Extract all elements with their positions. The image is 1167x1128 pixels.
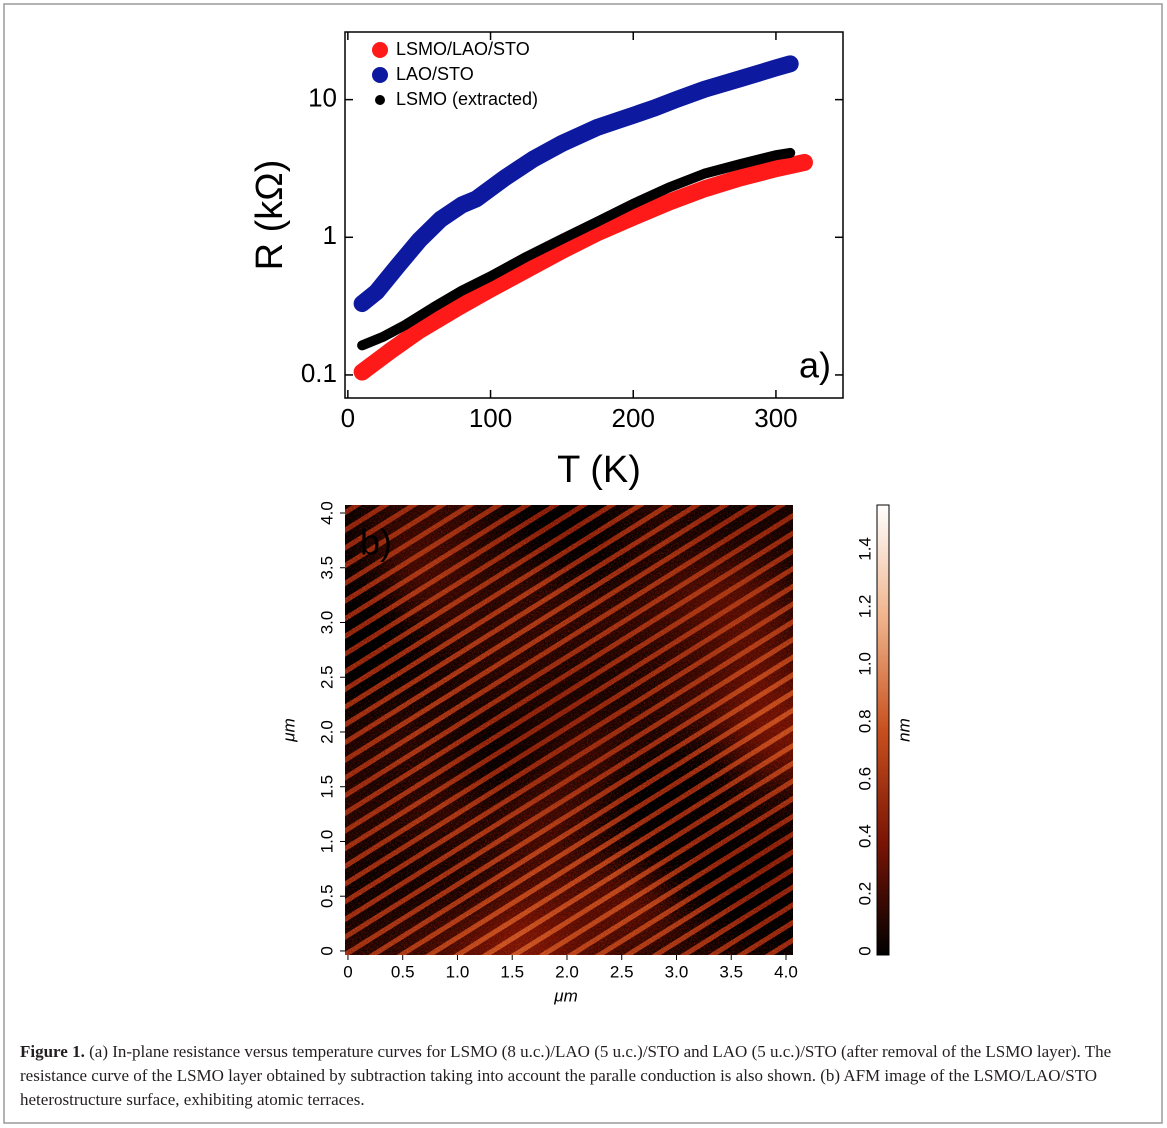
x-tick-label: 100 xyxy=(469,403,512,433)
colorbar-tick-label: 1.0 xyxy=(855,652,874,676)
data-line xyxy=(357,147,796,351)
colorbar-tick-label: 1.4 xyxy=(855,537,874,561)
x-tick-label: 1.5 xyxy=(500,962,524,981)
figure-frame xyxy=(3,3,1163,1124)
y-tick-label: 1 xyxy=(323,220,337,250)
legend-marker xyxy=(372,42,388,58)
caption: Figure 1. (a) In-plane resistance versus… xyxy=(20,1040,1148,1112)
annotation: b) xyxy=(360,522,392,563)
data-line xyxy=(353,153,813,381)
plot-frame xyxy=(344,31,844,399)
colorbar-tick-label: 1.2 xyxy=(855,595,874,619)
y-tick-label: 2.5 xyxy=(317,665,336,689)
legend-label: LAO/STO xyxy=(396,64,474,84)
y-tick-label: 1.0 xyxy=(317,830,336,854)
x-tick-label: 200 xyxy=(612,403,655,433)
legend-marker xyxy=(372,67,388,83)
y-tick-label: 3.0 xyxy=(317,611,336,635)
x-tick-label: 2.5 xyxy=(610,962,634,981)
y-tick-label: 0.1 xyxy=(301,358,337,388)
legend-label: LSMO (extracted) xyxy=(396,89,538,109)
x-axis-label: μm xyxy=(553,986,577,1005)
colorbar-tick-label: 0.6 xyxy=(855,767,874,791)
caption-text: (a) In-plane resistance versus temperatu… xyxy=(20,1042,1112,1109)
y-tick-label: 3.5 xyxy=(317,556,336,580)
y-tick-label: 2.0 xyxy=(317,720,336,744)
y-tick-label: 1.5 xyxy=(317,775,336,799)
y-tick-label: 10 xyxy=(308,83,337,113)
x-tick-label: 300 xyxy=(754,403,797,433)
legend-marker xyxy=(375,95,385,105)
colorbar-tick-label: 0.8 xyxy=(855,709,874,733)
x-tick-label: 3.5 xyxy=(719,962,743,981)
y-tick-label: 4.0 xyxy=(317,501,336,525)
y-axis-label: R (kΩ) xyxy=(249,160,291,271)
x-tick-label: 3.0 xyxy=(665,962,689,981)
colorbar-tick-label: 0.2 xyxy=(855,882,874,906)
x-tick-label: 0 xyxy=(343,962,352,981)
x-tick-label: 2.0 xyxy=(555,962,579,981)
colorbar-tick-label: 0.4 xyxy=(855,824,874,848)
afm-image xyxy=(345,505,793,955)
x-tick-label: 1.0 xyxy=(446,962,470,981)
legend-label: LSMO/LAO/STO xyxy=(396,39,530,59)
data-line xyxy=(353,55,799,313)
x-tick-label: 4.0 xyxy=(774,962,798,981)
colorbar-label: nm xyxy=(894,718,913,742)
x-tick-label: 0 xyxy=(341,403,355,433)
x-axis-label: T (K) xyxy=(557,449,641,491)
y-tick-label: 0.5 xyxy=(317,884,336,908)
colorbar-tick-label: 0 xyxy=(855,946,874,955)
y-tick-label: 0 xyxy=(317,946,336,955)
colorbar xyxy=(876,504,890,956)
y-axis-label: μm xyxy=(279,718,298,742)
caption-label: Figure 1. xyxy=(20,1042,85,1061)
annotation: a) xyxy=(799,345,831,386)
x-tick-label: 0.5 xyxy=(391,962,415,981)
